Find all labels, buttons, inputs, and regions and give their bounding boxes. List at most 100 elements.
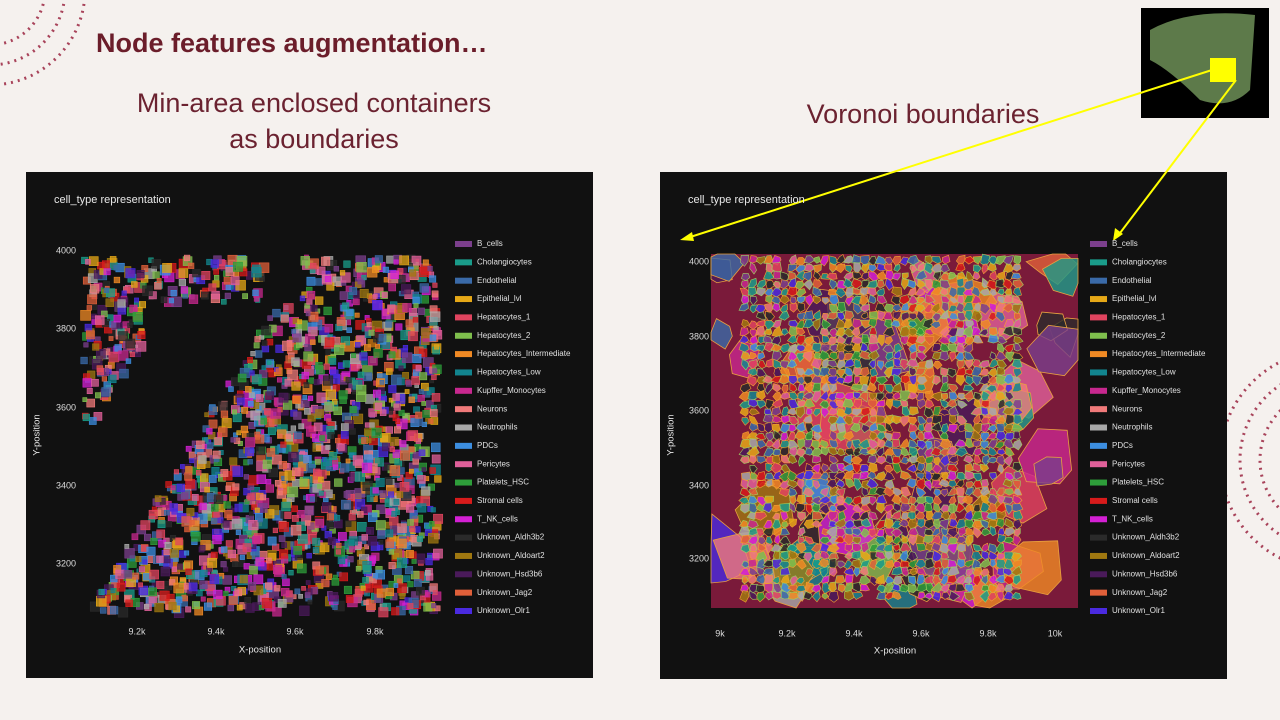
voronoi-cell bbox=[924, 480, 933, 491]
voronoi-cell bbox=[907, 575, 917, 586]
voronoi-cell bbox=[787, 343, 799, 354]
cell bbox=[318, 490, 324, 496]
cell bbox=[381, 292, 388, 298]
cell bbox=[192, 601, 201, 610]
cell bbox=[278, 535, 286, 542]
voronoi-cell bbox=[989, 472, 998, 481]
cell bbox=[280, 314, 289, 323]
voronoi-cell bbox=[821, 592, 829, 600]
cell bbox=[142, 559, 148, 565]
cell bbox=[367, 339, 376, 348]
cell bbox=[143, 533, 152, 542]
voronoi-cell bbox=[876, 270, 888, 281]
legend-swatch bbox=[1090, 296, 1107, 303]
cell bbox=[232, 483, 240, 491]
cell bbox=[132, 311, 143, 322]
voronoi-cell bbox=[827, 311, 838, 320]
voronoi-cell bbox=[972, 574, 982, 587]
cell bbox=[334, 478, 343, 487]
cell bbox=[198, 455, 207, 464]
cell bbox=[412, 317, 419, 323]
cell bbox=[199, 502, 207, 510]
cell bbox=[366, 438, 372, 444]
cell bbox=[124, 543, 130, 549]
cell bbox=[281, 587, 290, 597]
cell bbox=[315, 278, 323, 286]
cell bbox=[123, 570, 133, 579]
cell bbox=[320, 480, 331, 491]
cell bbox=[124, 548, 135, 559]
voronoi-cell bbox=[796, 479, 805, 490]
voronoi-cell bbox=[1013, 430, 1021, 440]
cell bbox=[83, 342, 89, 348]
voronoi-cell bbox=[802, 350, 813, 363]
voronoi-cell bbox=[787, 591, 799, 600]
cell bbox=[374, 402, 383, 411]
voronoi-cell bbox=[787, 431, 797, 441]
voronoi-cell bbox=[786, 286, 797, 297]
voronoi-cell bbox=[949, 351, 957, 363]
cell bbox=[106, 314, 114, 321]
cell bbox=[359, 288, 369, 298]
voronoi-cell bbox=[748, 320, 760, 330]
voronoi-cell bbox=[843, 431, 854, 441]
cell bbox=[408, 396, 415, 403]
cell bbox=[180, 286, 189, 294]
cell bbox=[386, 255, 395, 264]
voronoi-cell bbox=[738, 302, 749, 312]
cell bbox=[296, 510, 305, 518]
voronoi-cell bbox=[829, 343, 838, 353]
voronoi-cell bbox=[819, 439, 829, 449]
voronoi-cell bbox=[1012, 263, 1022, 272]
voronoi-cell bbox=[803, 368, 815, 376]
voronoi-cell bbox=[891, 566, 904, 576]
voronoi-cell bbox=[876, 295, 888, 305]
cell bbox=[118, 331, 128, 341]
voronoi-cell bbox=[891, 286, 903, 297]
legend-label: T_NK_cells bbox=[477, 514, 518, 523]
voronoi-cell bbox=[900, 456, 910, 465]
voronoi-cell bbox=[748, 454, 757, 464]
cell bbox=[200, 569, 208, 578]
voronoi-cell bbox=[738, 391, 751, 402]
x-tick-label: 9.6k bbox=[912, 628, 930, 638]
cell bbox=[357, 371, 365, 379]
cell bbox=[164, 509, 170, 516]
voronoi-cell bbox=[803, 263, 816, 272]
cell bbox=[380, 432, 391, 443]
voronoi-cell bbox=[948, 455, 959, 464]
cell bbox=[170, 289, 177, 297]
voronoi-cell bbox=[803, 255, 816, 264]
voronoi-cell bbox=[821, 297, 830, 305]
cell bbox=[143, 573, 151, 581]
voronoi-cell bbox=[978, 360, 991, 369]
cell bbox=[230, 437, 236, 443]
cell bbox=[431, 454, 441, 464]
cell bbox=[292, 467, 301, 476]
voronoi-cell bbox=[1012, 461, 1023, 472]
voronoi-cell bbox=[853, 567, 861, 578]
voronoi-cell bbox=[900, 511, 911, 521]
cell bbox=[357, 522, 367, 532]
cell bbox=[349, 546, 356, 553]
legend-swatch bbox=[455, 516, 472, 523]
voronoi-cell bbox=[779, 279, 790, 290]
cell bbox=[227, 549, 237, 559]
voronoi-cell bbox=[746, 375, 757, 387]
cell bbox=[220, 469, 229, 477]
voronoi-cell bbox=[939, 325, 950, 338]
cell bbox=[245, 386, 252, 393]
voronoi-cell bbox=[749, 408, 760, 416]
voronoi-cell bbox=[997, 464, 1005, 475]
cell bbox=[138, 301, 146, 309]
voronoi-cell bbox=[851, 408, 862, 417]
cell bbox=[191, 532, 201, 542]
voronoi-cell bbox=[748, 422, 759, 432]
voronoi-cell bbox=[813, 256, 821, 264]
cell bbox=[329, 358, 337, 365]
voronoi-cell bbox=[946, 543, 959, 555]
voronoi-cell bbox=[916, 518, 925, 528]
cell bbox=[304, 520, 311, 526]
voronoi-cell bbox=[939, 309, 950, 320]
cell bbox=[356, 335, 367, 346]
